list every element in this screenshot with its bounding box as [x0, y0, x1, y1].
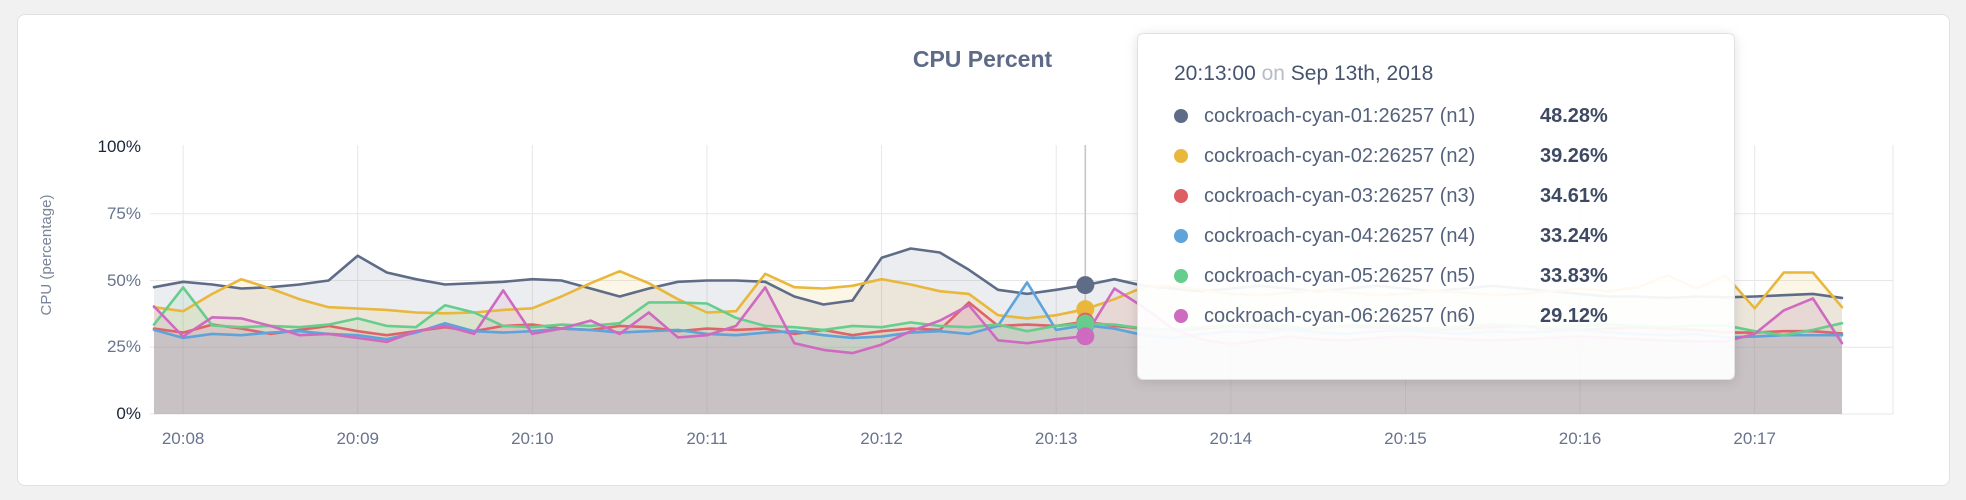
tooltip-series-value: 33.24%: [1540, 224, 1608, 247]
tooltip-series-label: cockroach-cyan-01:26257 (n1): [1204, 104, 1476, 127]
tooltip-series-label: cockroach-cyan-06:26257 (n6): [1204, 304, 1476, 327]
hover-point: [1076, 276, 1095, 295]
tooltip-series-value: 33.83%: [1540, 264, 1608, 287]
x-tick-label: 20:09: [336, 429, 379, 448]
tooltip-series-row: cockroach-cyan-04:26257 (n4) 33.24%: [1172, 216, 1700, 256]
tooltip-series-label: cockroach-cyan-02:26257 (n2): [1204, 144, 1476, 167]
tooltip-series-value: 39.26%: [1540, 144, 1608, 167]
tooltip-series-label: cockroach-cyan-03:26257 (n3): [1204, 184, 1476, 207]
y-tick-label: 75%: [106, 203, 141, 223]
y-tick-label: 25%: [106, 337, 141, 357]
hover-point: [1076, 314, 1095, 333]
series-color-dot-icon: [1174, 309, 1188, 323]
x-tick-label: 20:17: [1733, 429, 1776, 448]
x-tick-label: 20:15: [1384, 429, 1427, 448]
x-tick-label: 20:16: [1558, 429, 1602, 448]
x-tick-label: 20:08: [161, 429, 205, 448]
tooltip-series-label: cockroach-cyan-05:26257 (n5): [1204, 264, 1476, 287]
series-area: [154, 282, 1842, 414]
y-tick-label: 100%: [97, 137, 141, 156]
tooltip-series-value: 48.28%: [1540, 104, 1608, 127]
x-tick-label: 20:13: [1034, 429, 1078, 448]
tooltip-series-label: cockroach-cyan-04:26257 (n4): [1204, 224, 1476, 247]
series-color-dot-icon: [1174, 189, 1188, 203]
x-tick-label: 20:11: [686, 429, 728, 448]
series-color-dot-icon: [1174, 149, 1188, 163]
tooltip-series-value: 34.61%: [1540, 184, 1608, 207]
y-tick-label: 50%: [106, 270, 141, 290]
tooltip-series-row: cockroach-cyan-06:26257 (n6) 29.12%: [1172, 296, 1700, 336]
series-area: [154, 287, 1842, 414]
series-color-dot-icon: [1174, 109, 1188, 123]
chart-tooltip: 20:13:00 on Sep 13th, 2018 cockroach-cya…: [1137, 33, 1735, 380]
tooltip-time: 20:13:00: [1174, 62, 1256, 85]
x-tick-label: 20:14: [1209, 429, 1253, 448]
tooltip-rows: cockroach-cyan-01:26257 (n1) 48.28% cockro…: [1172, 96, 1700, 336]
y-tick-label: 0%: [116, 404, 141, 423]
tooltip-date: Sep 13th, 2018: [1290, 62, 1434, 85]
chart-title: CPU Percent: [912, 46, 1053, 72]
tooltip-series-row: cockroach-cyan-03:26257 (n3) 34.61%: [1172, 176, 1700, 216]
tooltip-series-row: cockroach-cyan-02:26257 (n2) 39.26%: [1172, 136, 1700, 176]
tooltip-series-row: cockroach-cyan-01:26257 (n1) 48.28%: [1172, 96, 1700, 136]
series-color-dot-icon: [1174, 269, 1188, 283]
tooltip-on-word: on: [1261, 62, 1285, 85]
x-tick-label: 20:12: [860, 429, 903, 448]
tooltip-series-row: cockroach-cyan-05:26257 (n5) 33.83%: [1172, 256, 1700, 296]
tooltip-timestamp: 20:13:00 on Sep 13th, 2018: [1174, 62, 1700, 86]
series-color-dot-icon: [1174, 229, 1188, 243]
hover-point: [1076, 327, 1095, 346]
series-area: [154, 287, 1842, 414]
tooltip-series-value: 29.12%: [1540, 304, 1608, 327]
x-tick-label: 20:10: [511, 429, 554, 448]
hover-point: [1076, 300, 1095, 319]
